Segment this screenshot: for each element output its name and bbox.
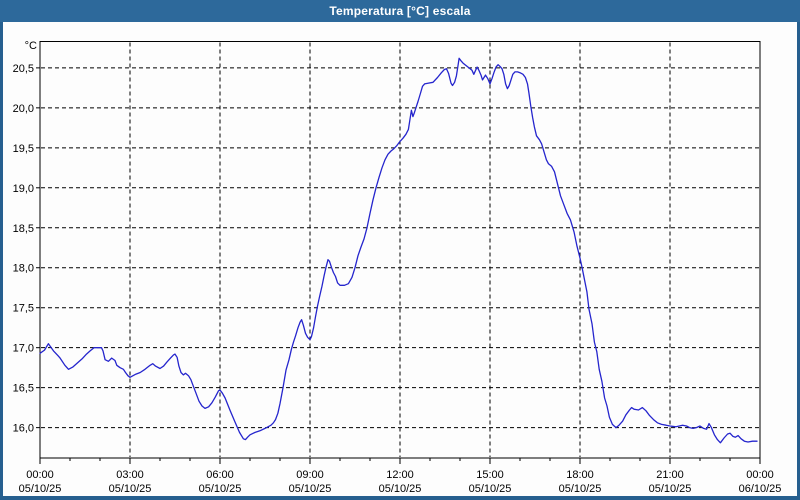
y-tick-label: 17,5 xyxy=(13,303,34,315)
y-tick-label: 18,0 xyxy=(13,263,34,275)
x-tick-time-label: 06:00 xyxy=(206,469,234,481)
x-tick-date-label: 05/10/25 xyxy=(109,483,152,495)
x-tick-date-label: 05/10/25 xyxy=(649,483,692,495)
y-tick-label: 19,0 xyxy=(13,183,34,195)
window-title: Temperatura [°C] escala xyxy=(329,4,471,18)
y-tick-label: 18,5 xyxy=(13,223,34,235)
window-border-left xyxy=(0,22,3,500)
x-tick-date-label: 05/10/25 xyxy=(559,483,602,495)
x-tick-time-label: 15:00 xyxy=(476,469,504,481)
x-tick-time-label: 21:00 xyxy=(656,469,684,481)
y-axis-unit-label: °C xyxy=(25,40,37,52)
y-tick-label: 16,5 xyxy=(13,383,34,395)
y-tick-label: 16,0 xyxy=(13,423,34,435)
y-tick-label: 20,5 xyxy=(13,63,34,75)
x-tick-date-label: 06/10/25 xyxy=(739,483,782,495)
x-tick-time-label: 12:00 xyxy=(386,469,414,481)
x-tick-date-label: 05/10/25 xyxy=(19,483,62,495)
x-tick-time-label: 18:00 xyxy=(566,469,594,481)
x-tick-time-label: 03:00 xyxy=(116,469,144,481)
y-tick-label: 17,0 xyxy=(13,343,34,355)
x-tick-date-label: 05/10/25 xyxy=(199,483,242,495)
x-tick-date-label: 05/10/25 xyxy=(379,483,422,495)
window-border-bottom xyxy=(0,496,800,500)
y-tick-label: 20,0 xyxy=(13,103,34,115)
x-tick-time-label: 09:00 xyxy=(296,469,324,481)
x-tick-date-label: 05/10/25 xyxy=(289,483,332,495)
x-tick-time-label: 00:00 xyxy=(746,469,774,481)
x-tick-time-label: 00:00 xyxy=(26,469,54,481)
window-border-right xyxy=(797,22,800,500)
x-tick-date-label: 05/10/25 xyxy=(469,483,512,495)
y-tick-label: 19,5 xyxy=(13,143,34,155)
window-title-bar: Temperatura [°C] escala xyxy=(0,0,800,22)
temperature-line xyxy=(39,57,758,444)
